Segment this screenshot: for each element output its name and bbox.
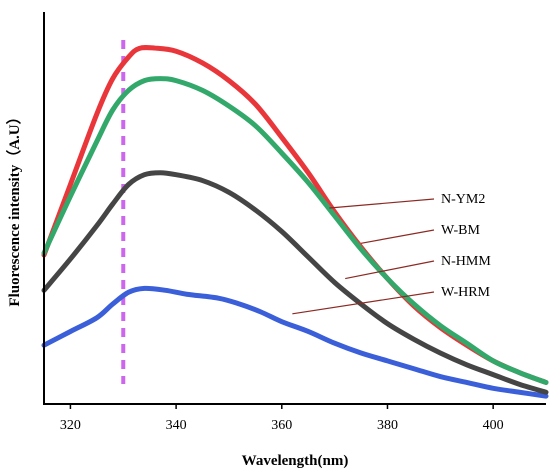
legend-leader-n-hmm	[345, 260, 435, 280]
x-axis-label: Wavelength(nm)	[242, 453, 349, 469]
legend-leader-w-hrm	[292, 291, 435, 315]
series-line-w-hrm	[41, 285, 549, 399]
series-line-n-hmm	[41, 170, 549, 395]
series-layer	[41, 45, 549, 399]
legend-leader-w-bm	[360, 229, 435, 244]
legend-leader-n-ym2	[329, 198, 435, 209]
legend-label-w-hrm: W-HRM	[441, 285, 491, 300]
x-tick-label: 320	[60, 418, 81, 433]
x-tick-label: 340	[166, 418, 187, 433]
legend-label-n-hmm: N-HMM	[441, 254, 491, 269]
series-line-w-bm	[41, 76, 549, 385]
legend-layer: N-YM2 W-BM N-HMM W-HRM	[292, 192, 491, 315]
x-tick-label: 400	[483, 418, 504, 433]
legend-label-w-bm: W-BM	[441, 223, 480, 238]
axes	[43, 12, 546, 405]
x-tick-label: 380	[377, 418, 398, 433]
legend-label-n-ym2: N-YM2	[441, 192, 485, 207]
y-axis-label: Fluorescence intensity（A.U）	[5, 109, 23, 306]
x-ticks: 320 340 360 380 400	[60, 404, 504, 433]
x-tick-label: 360	[271, 418, 292, 433]
